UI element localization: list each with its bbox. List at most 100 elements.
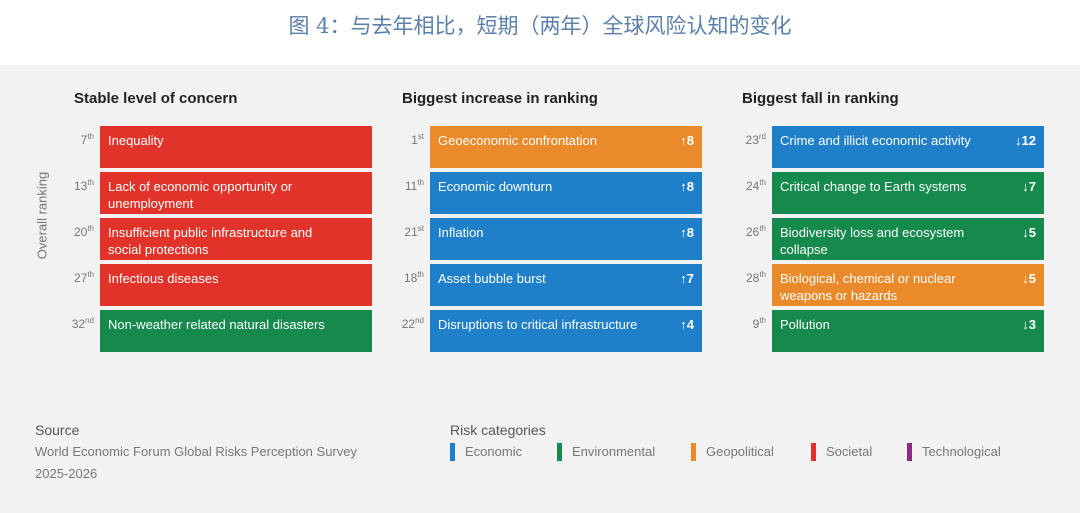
risk-label: Biodiversity loss and ecosystem collapse	[780, 225, 965, 257]
rank-suffix: rd	[758, 132, 766, 141]
risk-box: Inequality	[100, 126, 372, 168]
rank: 21st	[384, 224, 424, 239]
legend-label: Economic	[465, 444, 523, 459]
rank: 20th	[54, 224, 94, 239]
rank-number: 21	[404, 225, 418, 239]
risk-box: Lack of economic opportunity or unemploy…	[100, 172, 372, 214]
rank-number: 18	[403, 271, 418, 285]
rank: 24th	[726, 178, 766, 193]
risk-box: Geoeconomic confrontation ↑8	[430, 126, 702, 168]
rank-change: ↓5	[1022, 225, 1036, 240]
rank: 23rd	[726, 132, 766, 147]
legend-heading: Risk categories	[450, 422, 546, 438]
rank-number: 23	[745, 133, 759, 147]
legend-label: Geopolitical	[706, 444, 774, 459]
risk-box: Critical change to Earth systems ↓7	[772, 172, 1044, 214]
risk-label: Insufficient public infrastructure and s…	[108, 225, 313, 257]
rank-suffix: th	[417, 270, 424, 279]
rank: 27th	[54, 270, 94, 285]
rank-suffix: th	[759, 224, 766, 233]
rank-number: 28	[745, 271, 760, 285]
rank-suffix: th	[87, 270, 94, 279]
risk-box: Crime and illicit economic activity ↓12	[772, 126, 1044, 168]
rank-suffix: nd	[85, 316, 94, 325]
risk-box: Non-weather related natural disasters	[100, 310, 372, 352]
legend-swatch	[811, 443, 816, 461]
rank-number: 22	[401, 317, 416, 331]
risk-box: Pollution ↓3	[772, 310, 1044, 352]
risk-label: Disruptions to critical infrastructure	[438, 317, 638, 332]
risk-label: Critical change to Earth systems	[780, 179, 967, 194]
rank-suffix: th	[759, 270, 766, 279]
rank-suffix: th	[87, 224, 94, 233]
risk-label: Non-weather related natural disasters	[108, 317, 325, 332]
rank-number: 7	[80, 133, 88, 147]
title: 图 4：与去年相比，短期（两年）全球风险认知的变化	[288, 14, 792, 38]
source-line: World Economic Forum Global Risks Percep…	[35, 444, 357, 459]
risk-label: Asset bubble burst	[438, 271, 546, 286]
risk-box: Disruptions to critical infrastructure ↑4	[430, 310, 702, 352]
risk-box: Asset bubble burst ↑7	[430, 264, 702, 306]
legend-swatch	[557, 443, 562, 461]
risk-box: Biodiversity loss and ecosystem collapse…	[772, 218, 1044, 260]
rank-change: ↑8	[680, 225, 694, 240]
rank-number: 9	[752, 317, 760, 331]
rank-suffix: nd	[415, 316, 424, 325]
legend-label: Technological	[922, 444, 1001, 459]
risk-box: Economic downturn ↑8	[430, 172, 702, 214]
rank-suffix: th	[87, 178, 94, 187]
rank: 1st	[384, 132, 424, 147]
source-heading: Source	[35, 422, 80, 438]
legend-swatch	[450, 443, 455, 461]
risk-label: Pollution	[780, 317, 830, 332]
rank-change: ↓12	[1015, 133, 1036, 148]
risk-box: Biological, chemical or nuclear weapons …	[772, 264, 1044, 306]
risk-label: Geoeconomic confrontation	[438, 133, 597, 148]
rank-number: 11	[404, 179, 418, 193]
risk-box: Inflation ↑8	[430, 218, 702, 260]
legend-swatch	[907, 443, 912, 461]
legend-label: Environmental	[572, 444, 656, 459]
rank: 9th	[726, 316, 766, 331]
rank: 32nd	[54, 316, 94, 331]
risk-label: Inequality	[108, 133, 164, 148]
rank-number: 32	[71, 317, 86, 331]
rank-number: 20	[73, 225, 88, 239]
rank-change: ↑8	[680, 179, 694, 194]
rank-number: 24	[745, 179, 760, 193]
rank-change: ↑7	[680, 271, 694, 286]
rank-number: 26	[745, 225, 760, 239]
column-heading: Stable level of concern	[74, 90, 238, 107]
rank-suffix: th	[759, 316, 766, 325]
risk-box: Infectious diseases	[100, 264, 372, 306]
rank: 28th	[726, 270, 766, 285]
legend-swatch	[691, 443, 696, 461]
rank: 18th	[384, 270, 424, 285]
rank-number: 27	[73, 271, 88, 285]
rank: 26th	[726, 224, 766, 239]
rank-suffix: th	[87, 132, 94, 141]
risk-label: Inflation	[438, 225, 484, 240]
rank-number: 1	[411, 133, 418, 147]
source-line: 2025-2026	[35, 466, 98, 481]
rank-change: ↓7	[1022, 179, 1036, 194]
rank: 11th	[384, 178, 424, 193]
rank-change: ↓5	[1022, 271, 1036, 286]
rank-suffix: th	[417, 178, 424, 187]
rank-change: ↑8	[680, 133, 694, 148]
risk-label: Biological, chemical or nuclear weapons …	[780, 271, 956, 303]
rank: 13th	[54, 178, 94, 193]
rank-suffix: st	[417, 224, 424, 233]
risk-label: Infectious diseases	[108, 271, 219, 286]
rank-change: ↓3	[1022, 317, 1036, 332]
axis-label: Overall ranking	[34, 171, 50, 260]
risk-label: Crime and illicit economic activity	[780, 133, 971, 148]
rank-suffix: st	[417, 132, 424, 141]
risk-label: Economic downturn	[438, 179, 553, 194]
rank-change: ↑4	[680, 317, 694, 332]
rank: 7th	[54, 132, 94, 147]
column-heading: Biggest fall in ranking	[742, 90, 899, 107]
legend-label: Societal	[826, 444, 873, 459]
risk-box: Insufficient public infrastructure and s…	[100, 218, 372, 260]
